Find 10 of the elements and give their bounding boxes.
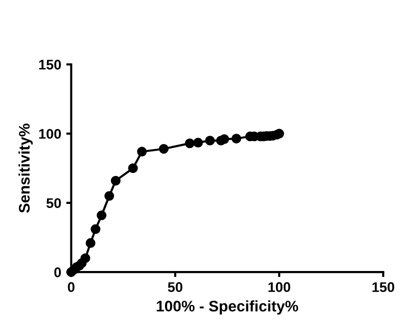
y-tick-label: 150	[39, 60, 61, 70]
x-tick-label: 150	[372, 282, 394, 292]
y-axis-title: Sensitivity%	[18, 124, 33, 213]
x-tick-label: 50	[168, 282, 182, 292]
x-tick-label: 100	[268, 282, 290, 292]
x-axis-title: 100% - Specificity%	[156, 300, 298, 315]
y-tick-label: 100	[39, 128, 61, 139]
y-tick-label: 0	[54, 267, 61, 278]
y-tick-label: 50	[46, 198, 61, 208]
x-tick-label: 0	[68, 282, 74, 292]
